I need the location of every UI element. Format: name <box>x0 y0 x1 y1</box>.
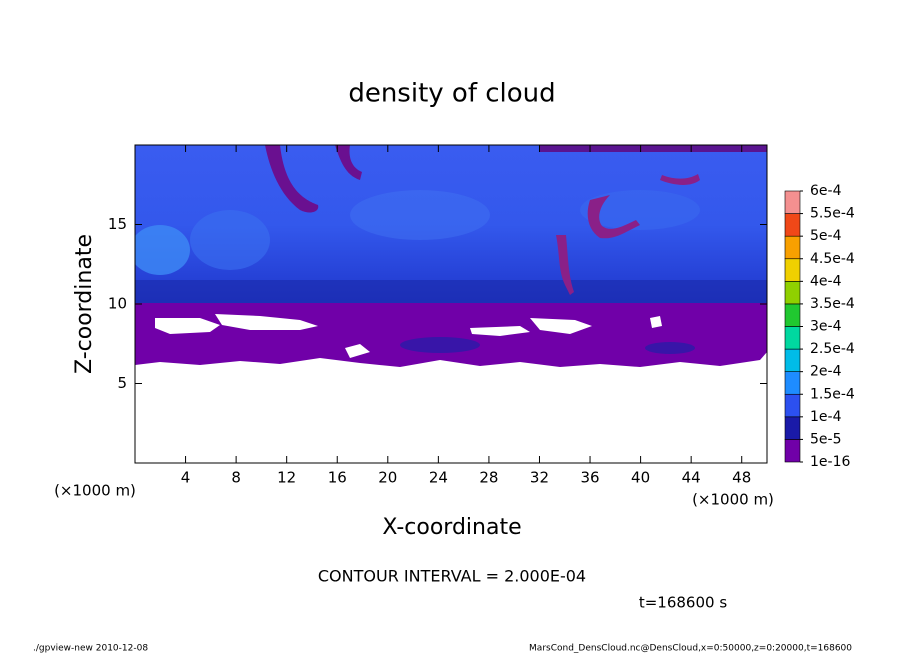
footer-left: ./gpview-new 2010-12-08 <box>33 644 148 654</box>
colorbar-label: 1e-16 <box>810 454 850 470</box>
y-tick-label: 10 <box>108 295 127 313</box>
colorbar-label: 5.5e-4 <box>810 206 855 222</box>
x-tick-label: 44 <box>682 469 701 487</box>
x-tick-label: 36 <box>580 469 599 487</box>
time-label: t=168600 s <box>639 594 727 612</box>
colorbar-swatch <box>784 348 801 372</box>
colorbar-label: 6e-4 <box>810 183 842 199</box>
colorbar-label: 5e-5 <box>810 431 841 447</box>
colorbar-swatch <box>784 416 801 440</box>
y-tick-label: 15 <box>108 215 127 233</box>
colorbar-swatch <box>784 258 801 282</box>
colorbar-label: 1e-4 <box>810 409 842 425</box>
x-tick-label: 20 <box>378 469 397 487</box>
contour-field <box>135 145 767 367</box>
footer-right: MarsCond_DensCloud.nc@DensCloud,x=0:5000… <box>529 644 852 654</box>
colorbar-label: 3e-4 <box>810 319 842 335</box>
contour-interval: CONTOUR INTERVAL = 2.000E-04 <box>318 567 586 586</box>
x-tick-label: 24 <box>429 469 448 487</box>
y-axis-label: Z-coordinate <box>72 234 97 374</box>
x-tick-label: 32 <box>530 469 549 487</box>
x-tick-label: 40 <box>631 469 650 487</box>
colorbar-swatch <box>784 371 801 395</box>
colorbar-label: 3.5e-4 <box>810 296 855 312</box>
colorbar-label: 2e-4 <box>810 364 842 380</box>
y-unit: (×1000 m) <box>54 482 136 500</box>
x-tick-label: 16 <box>328 469 347 487</box>
colorbar-swatch <box>784 303 801 327</box>
colorbar-label: 2.5e-4 <box>810 341 855 357</box>
x-tick-label: 4 <box>181 469 191 487</box>
x-tick-label: 8 <box>231 469 241 487</box>
colorbar-label: 5e-4 <box>810 228 842 244</box>
y-tick-label: 5 <box>117 374 127 392</box>
x-unit: (×1000 m) <box>692 491 774 509</box>
x-tick-label: 28 <box>479 469 498 487</box>
colorbar-swatch <box>784 281 801 305</box>
colorbar-swatch <box>784 439 801 463</box>
colorbar-label: 4.5e-4 <box>810 251 855 267</box>
colorbar-swatch <box>784 235 801 260</box>
colorbar-label: 4e-4 <box>810 273 842 289</box>
x-tick-label: 48 <box>732 469 751 487</box>
colorbar-label: 1.5e-4 <box>810 386 855 402</box>
colorbar-swatch <box>784 190 801 214</box>
chart-title: density of cloud <box>348 79 555 109</box>
x-tick-label: 12 <box>277 469 296 487</box>
colorbar-swatch <box>784 213 801 237</box>
colorbar-swatch <box>784 393 801 418</box>
x-axis-label: X-coordinate <box>382 515 521 540</box>
colorbar-swatch <box>784 326 801 350</box>
